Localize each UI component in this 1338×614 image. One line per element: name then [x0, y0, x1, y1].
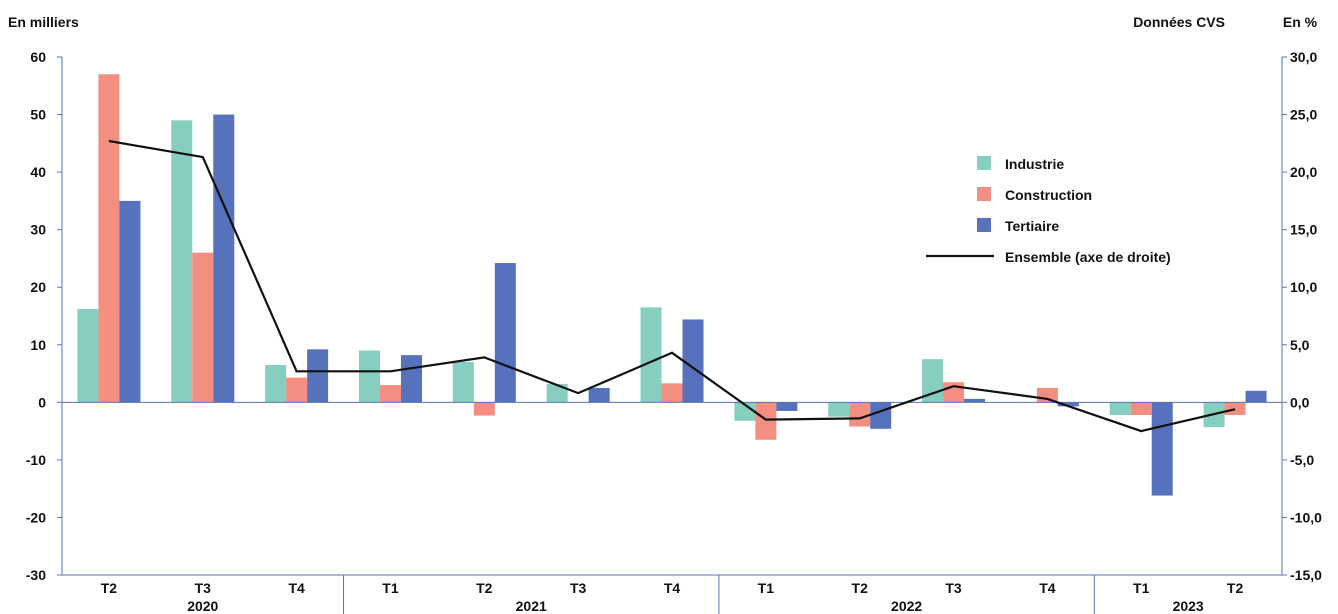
right-tick-label: -10,0: [1290, 509, 1322, 525]
bar-tertiaire: [494, 263, 516, 403]
left-tick-label: 20: [30, 279, 46, 295]
bar-construction: [849, 402, 871, 427]
left-axis-title: En milliers: [8, 14, 79, 30]
bar-industrie: [640, 307, 662, 403]
x-tick-label: T1: [758, 580, 775, 596]
legend-swatch-industrie: [977, 156, 991, 170]
bar-construction: [98, 74, 120, 403]
bar-industrie: [828, 402, 850, 417]
bar-industrie: [171, 120, 193, 403]
year-label: 2020: [187, 598, 218, 614]
left-tick-label: 50: [30, 107, 46, 123]
left-tick-label: 10: [30, 337, 46, 353]
x-tick-label: T1: [382, 580, 399, 596]
bar-industrie: [452, 362, 474, 403]
right-tick-label: 5,0: [1290, 337, 1310, 353]
bar-construction: [473, 402, 495, 416]
right-axis-title: En %: [1283, 14, 1318, 30]
right-tick-label: 20,0: [1290, 164, 1317, 180]
bar-tertiaire: [964, 398, 986, 403]
right-tick-label: 30,0: [1290, 49, 1317, 65]
bar-industrie: [546, 383, 568, 403]
bar-tertiaire: [1245, 390, 1267, 403]
left-tick-label: 60: [30, 49, 46, 65]
bar-industrie: [1109, 402, 1131, 415]
right-tick-label: 10,0: [1290, 279, 1317, 295]
left-tick-label: -30: [26, 567, 46, 583]
bar-construction: [1224, 402, 1246, 415]
bar-tertiaire: [870, 402, 892, 429]
left-tick-label: -20: [26, 509, 46, 525]
x-tick-label: T2: [476, 580, 493, 596]
x-tick-label: T3: [945, 580, 962, 596]
bar-tertiaire: [682, 319, 704, 403]
x-tick-label: T4: [664, 580, 681, 596]
x-tick-label: T4: [1039, 580, 1056, 596]
bar-construction: [661, 383, 683, 403]
bar-tertiaire: [1057, 402, 1079, 407]
x-tick-label: T2: [101, 580, 118, 596]
line-ensemble: [108, 139, 1236, 433]
bar-construction: [286, 377, 308, 403]
year-label: 2021: [516, 598, 547, 614]
bar-tertiaire: [1151, 402, 1173, 496]
bar-industrie: [734, 402, 756, 421]
left-tick-label: 30: [30, 222, 46, 238]
right-tick-label: 15,0: [1290, 222, 1317, 238]
bar-tertiaire: [400, 355, 422, 403]
bar-industrie: [265, 364, 287, 403]
year-label: 2022: [891, 598, 922, 614]
bar-construction: [1130, 402, 1152, 415]
right-tick-label: 0,0: [1290, 394, 1310, 410]
bar-industrie: [358, 350, 380, 403]
x-tick-label: T2: [1227, 580, 1244, 596]
bar-construction: [1036, 387, 1058, 403]
year-label: 2023: [1173, 598, 1204, 614]
bar-tertiaire: [776, 402, 798, 411]
x-tick-label: T4: [288, 580, 305, 596]
legend-label: Industrie: [1005, 156, 1064, 172]
bar-construction: [379, 385, 401, 403]
bar-construction: [755, 402, 777, 440]
x-tick-label: T3: [570, 580, 587, 596]
right-tick-label: 25,0: [1290, 107, 1317, 123]
x-tick-label: T3: [195, 580, 212, 596]
bar-industrie: [77, 309, 99, 403]
bar-tertiaire: [307, 349, 329, 403]
data-note: Données CVS: [1133, 14, 1225, 30]
bar-tertiaire: [119, 200, 141, 403]
legend-label: Construction: [1005, 187, 1092, 203]
left-tick-label: -10: [26, 452, 46, 468]
left-tick-label: 40: [30, 164, 46, 180]
legend-swatch-tertiaire: [977, 218, 991, 232]
bar-tertiaire: [213, 114, 235, 403]
right-tick-label: -15,0: [1290, 567, 1322, 583]
legend-label: Ensemble (axe de droite): [1005, 249, 1171, 265]
left-tick-label: 0: [38, 394, 46, 410]
bar-construction: [192, 252, 214, 403]
legend-swatch-construction: [977, 187, 991, 201]
legend-label: Tertiaire: [1005, 218, 1059, 234]
x-tick-label: T2: [852, 580, 869, 596]
x-tick-label: T1: [1133, 580, 1150, 596]
right-tick-label: -5,0: [1290, 452, 1314, 468]
bar-tertiaire: [588, 387, 610, 403]
